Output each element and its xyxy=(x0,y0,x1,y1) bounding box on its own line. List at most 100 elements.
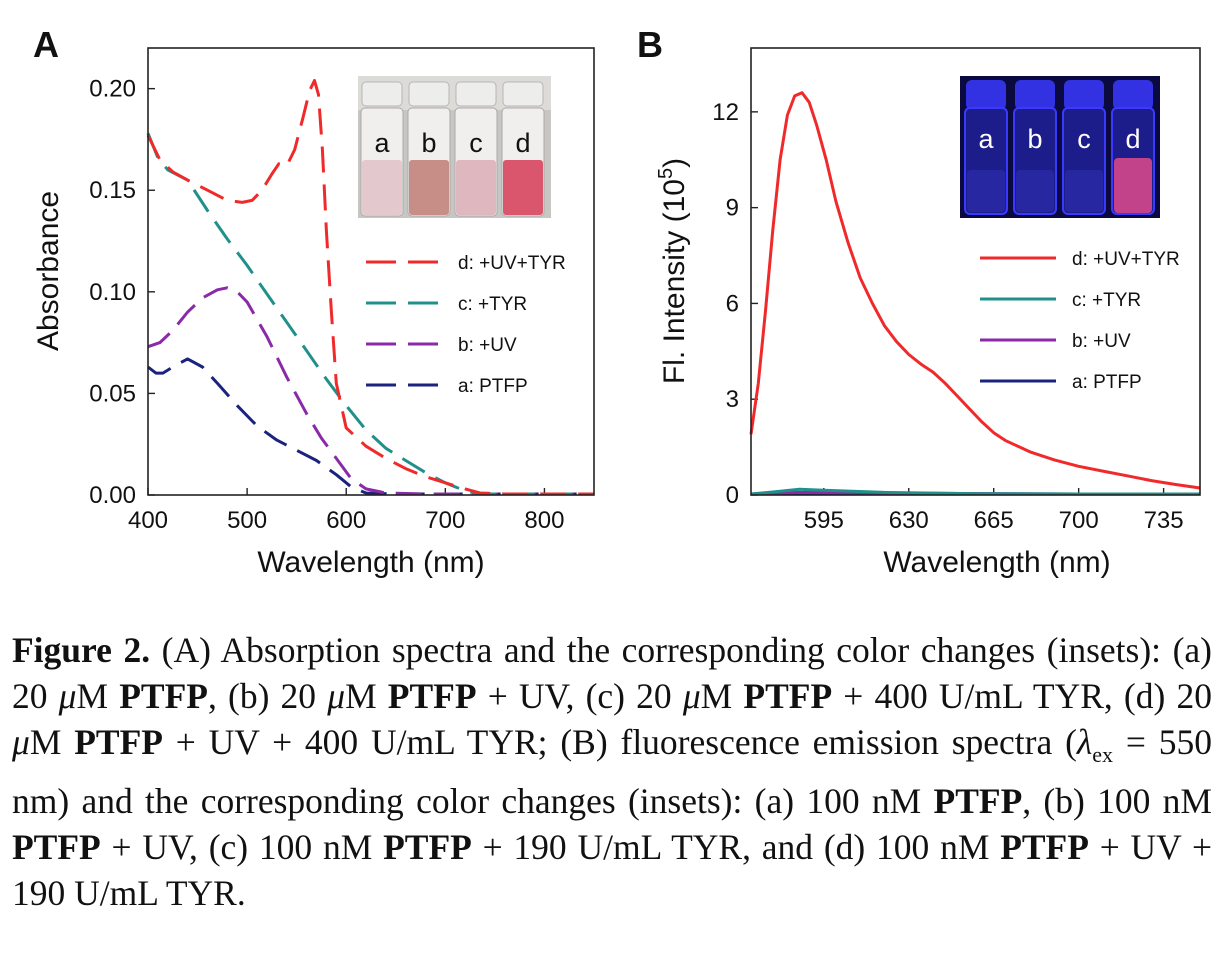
caption-bold-text: PTFP xyxy=(387,676,477,716)
panel-a-ticks: 400 500 600 700 800 0.00 0.05 0.10 0.15 0.20 xyxy=(89,76,564,534)
a-legend-label: a: PTFP xyxy=(458,376,528,397)
b-series-line xyxy=(749,91,1201,490)
panel-a-ylabel: Absorbance xyxy=(32,191,65,351)
caption-italic-symbol: μ xyxy=(327,676,346,716)
panel-b-ylabel-tail: ) xyxy=(658,158,691,168)
caption-bold-text: PTFP xyxy=(933,781,1023,822)
panel-a-plot-frame xyxy=(147,47,595,496)
inset-a-vial-liquid xyxy=(456,160,496,215)
b-xtick-label: 630 xyxy=(889,507,929,534)
figure-caption: Figure 2. (A) Absorption spectra and the… xyxy=(12,627,1212,916)
b-xtick-label: 700 xyxy=(1059,507,1099,534)
a-xtick-label: 500 xyxy=(227,507,267,534)
a-xtick-label: 400 xyxy=(128,507,168,534)
inset-a-vial-label: c xyxy=(469,128,483,158)
caption-italic-symbol: μ xyxy=(682,676,701,716)
caption-text: + UV + 400 U/mL TYR; (B) fluorescence em… xyxy=(162,722,1077,762)
inset-a-vial-cap xyxy=(502,81,544,107)
caption-bold-text: PTFP xyxy=(1000,827,1089,868)
inset-a-vial-cap xyxy=(408,81,450,107)
caption-label: Figure 2. xyxy=(12,630,151,670)
inset-b-vial-cap xyxy=(1064,80,1104,110)
caption-body: (A) Absorption spectra and the correspon… xyxy=(12,630,1212,913)
inset-a-vial-label: b xyxy=(421,128,436,158)
a-xtick-label: 600 xyxy=(326,507,366,534)
b-legend-label: c: +TYR xyxy=(1072,290,1141,311)
b-ytick-label: 3 xyxy=(726,386,739,413)
panel-a-letter: A xyxy=(33,24,59,65)
inset-a-vial-cap xyxy=(455,81,497,107)
a-legend-label: c: +TYR xyxy=(458,294,527,315)
inset-b-vial-cap xyxy=(1113,80,1153,110)
panel-b-series xyxy=(749,91,1201,496)
panel-b-ticks: 595 630 665 700 735 0 3 6 9 12 xyxy=(712,99,1183,534)
b-ytick-label: 6 xyxy=(726,290,739,317)
caption-bold-text: PTFP xyxy=(743,676,833,716)
caption-text: + 190 U/mL TYR, and (d) 100 nM xyxy=(471,827,1001,868)
inset-b-vial-liquid xyxy=(1065,170,1103,212)
b-legend-label: b: +UV xyxy=(1072,331,1131,352)
inset-b-vial-liquid xyxy=(967,170,1005,212)
b-series-line xyxy=(750,487,1200,496)
caption-text: + UV, (c) 20 xyxy=(476,676,683,716)
inset-b-vial-liquid xyxy=(1016,170,1054,212)
inset-a-vial-liquid xyxy=(503,160,543,215)
caption-bold-text: PTFP xyxy=(12,827,101,868)
inset-b-vial-glow xyxy=(1114,158,1152,213)
caption-text: + 400 U/mL TYR, (d) 20 xyxy=(832,676,1212,716)
caption-text: (A) Absorption spectra and the correspon… xyxy=(12,630,1212,716)
inset-b-vial-label: c xyxy=(1077,124,1091,154)
panel-b-chart: 595 630 665 700 735 0 3 6 9 12 a b c d d: +UV+TYR c: … xyxy=(655,47,1201,579)
caption-text: , (b) 100 nM xyxy=(1022,781,1212,822)
inset-a-vial-cap xyxy=(361,81,403,107)
b-ytick-label: 9 xyxy=(726,195,739,222)
caption-subscript: ex xyxy=(1092,742,1114,768)
inset-b-vial-cap xyxy=(966,80,1006,110)
inset-a-vial-label: d xyxy=(515,128,530,158)
inset-b-vial-label: a xyxy=(978,124,994,154)
b-ytick-label: 12 xyxy=(712,99,739,126)
b-legend-label: a: PTFP xyxy=(1072,372,1142,393)
b-xtick-label: 665 xyxy=(974,507,1014,534)
panel-a-xlabel: Wavelength (nm) xyxy=(257,546,484,579)
panel-b-ylabel-sup: 5 xyxy=(655,168,677,179)
panel-b-xlabel: Wavelength (nm) xyxy=(883,546,1110,579)
a-ytick-label: 0.15 xyxy=(89,177,136,204)
a-ytick-label: 0.05 xyxy=(89,380,136,407)
caption-italic-symbol: μ xyxy=(58,676,77,716)
panel-a-legend: d: +UV+TYR c: +TYR b: +UV a: PTFP xyxy=(366,253,566,397)
caption-text: + UV, (c) 100 nM xyxy=(100,827,384,868)
a-ytick-label: 0.10 xyxy=(89,279,136,306)
a-series-line xyxy=(146,79,594,496)
panel-b-inset-photo: a b c d xyxy=(960,76,1160,218)
b-legend-label: d: +UV+TYR xyxy=(1072,249,1180,270)
b-xtick-label: 595 xyxy=(804,507,844,534)
caption-text: M xyxy=(29,722,75,762)
caption-bold-text: PTFP xyxy=(383,827,472,868)
a-series-line xyxy=(147,357,594,496)
inset-a-vial-label: a xyxy=(374,128,390,158)
caption-italic-symbol: μ xyxy=(12,722,30,762)
panel-a-chart: 400 500 600 700 800 0.00 0.05 0.10 0.15 0.20 a b c d… xyxy=(32,47,595,579)
panel-b-letter: B xyxy=(637,24,663,65)
panel-b-plot-frame xyxy=(750,47,1201,496)
figure-panels: A 400 500 600 700 800 0.00 0.05 0.10 0.15 0.20 a b… xyxy=(32,24,1201,579)
panel-b-ylabel: Fl. Intensity (105) xyxy=(655,158,691,384)
caption-italic-symbol: λ xyxy=(1076,722,1093,762)
caption-text: , (b) 20 xyxy=(207,676,328,716)
inset-b-vial-cap xyxy=(1015,80,1055,110)
a-legend-label: b: +UV xyxy=(458,335,517,356)
inset-a-vial-liquid xyxy=(362,160,402,215)
panel-a-inset-photo: a b c d xyxy=(358,76,551,218)
inset-b-vial-label: b xyxy=(1027,124,1042,154)
caption-bold-text: PTFP xyxy=(74,722,163,762)
panel-a-series xyxy=(146,79,594,496)
panel-b-legend: d: +UV+TYR c: +TYR b: +UV a: PTFP xyxy=(980,249,1180,393)
b-xtick-label: 735 xyxy=(1144,507,1184,534)
panel-b-ylabel-main: Fl. Intensity (10 xyxy=(658,179,691,384)
inset-a-vial-liquid xyxy=(409,160,449,215)
a-xtick-label: 800 xyxy=(524,507,564,534)
caption-text: M xyxy=(76,676,120,716)
caption-text: M xyxy=(700,676,744,716)
inset-b-vial-label: d xyxy=(1125,124,1140,154)
